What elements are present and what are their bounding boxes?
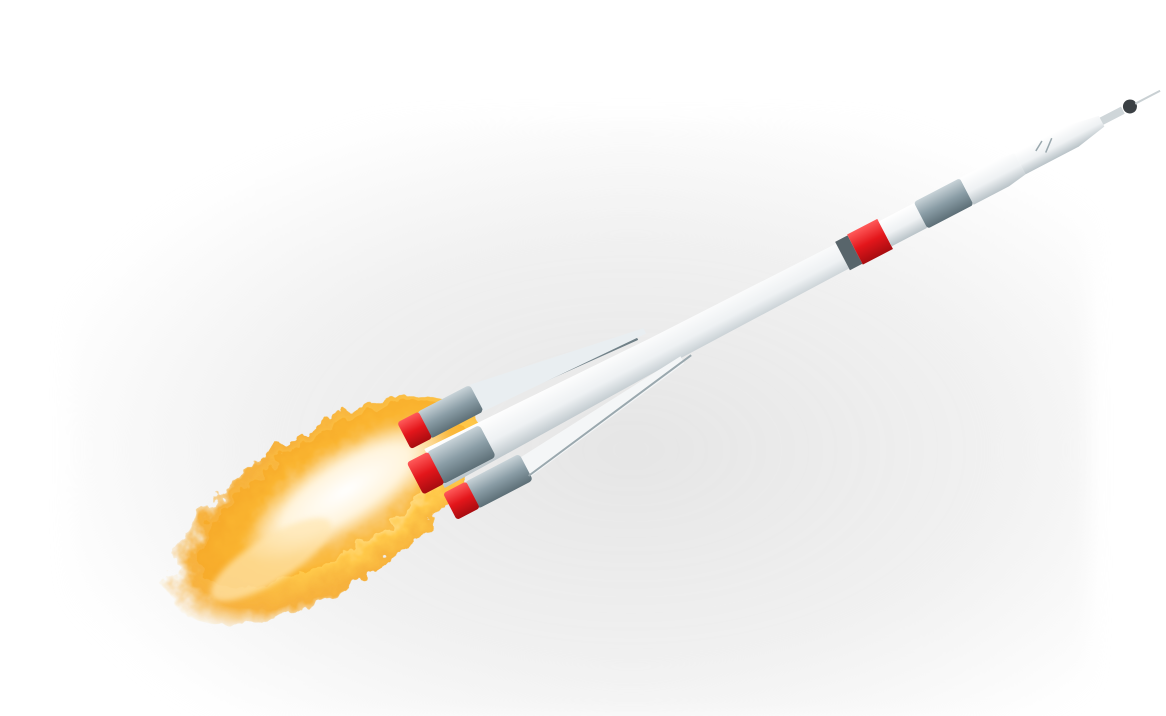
exhaust-flame <box>168 396 478 625</box>
booster-lower <box>444 354 692 519</box>
nose-fairing <box>1014 89 1161 175</box>
core-stage <box>407 243 850 494</box>
booster-upper <box>398 328 647 449</box>
upper-stage <box>835 153 1026 271</box>
rocket <box>398 89 1161 519</box>
